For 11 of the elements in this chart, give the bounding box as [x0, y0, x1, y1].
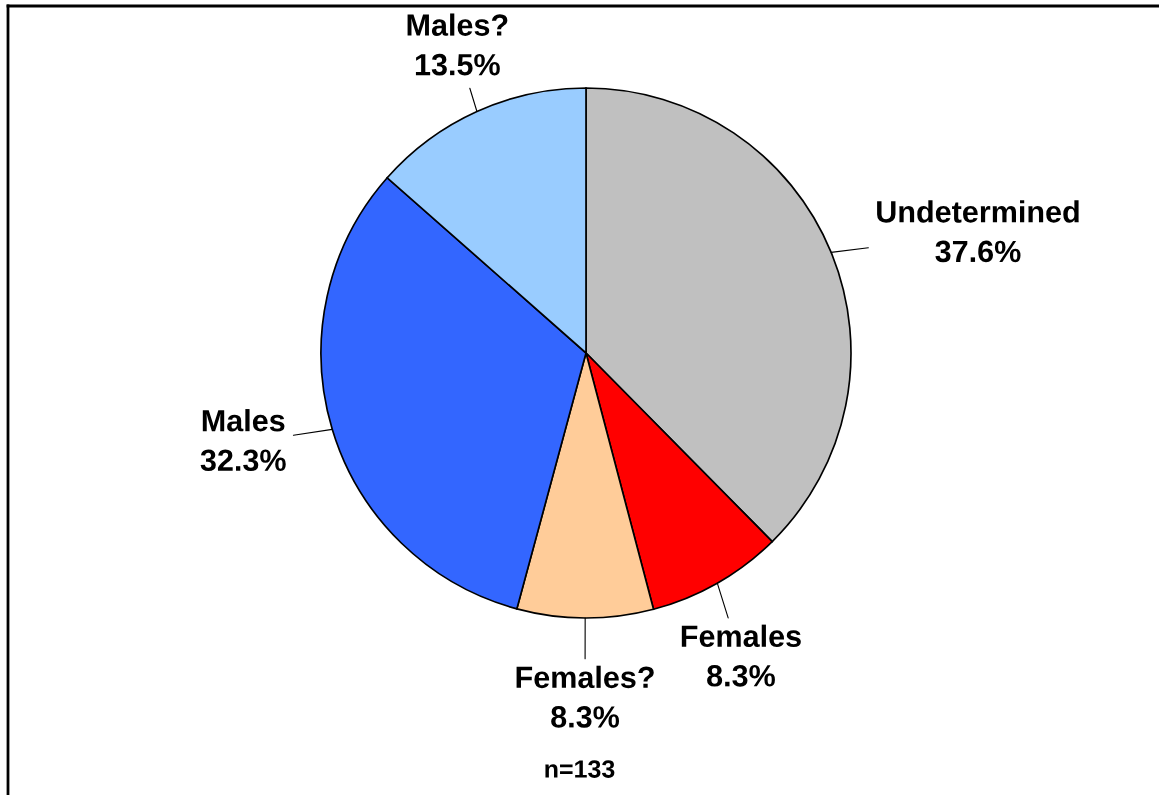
slice-label: Males: [202, 409, 285, 432]
slice-label: Males?: [407, 13, 508, 36]
data-label: 8.3%: [707, 664, 775, 687]
text: n=133: [545, 760, 615, 778]
data-label: 8.3%: [551, 706, 620, 728]
data-label: 37.6%: [935, 240, 1021, 263]
data-label: 13.5%: [415, 53, 500, 76]
slice-label: Females: [681, 624, 801, 648]
slice-label: Undetermined: [877, 200, 1079, 223]
slice-label: Females?: [516, 665, 654, 689]
data-label: 32.3%: [200, 449, 286, 472]
